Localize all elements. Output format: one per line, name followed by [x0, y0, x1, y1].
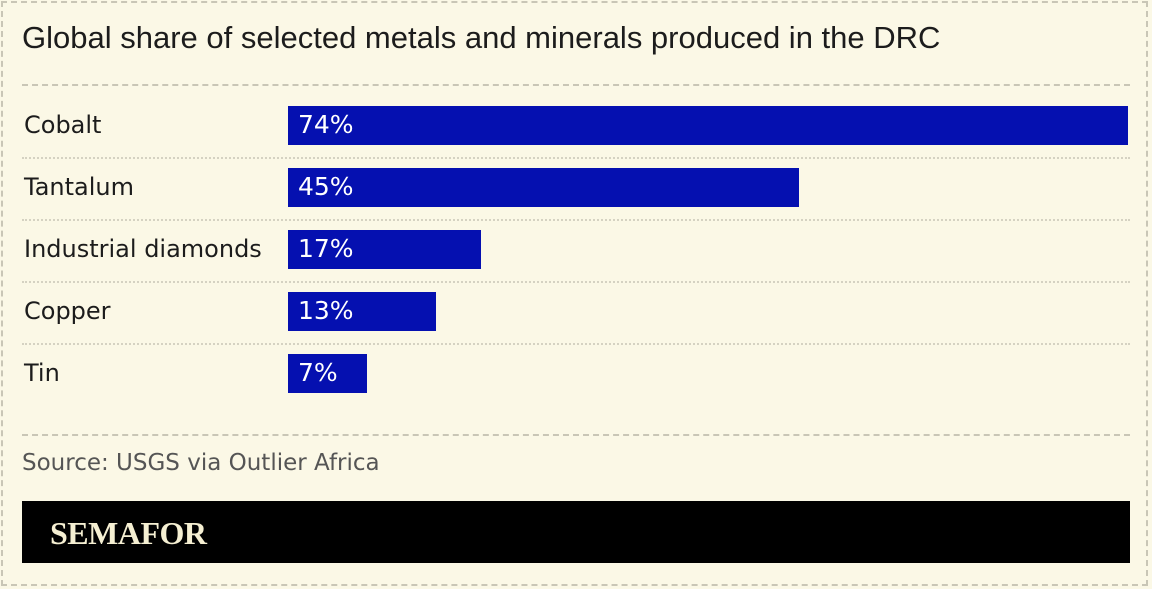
row-separator — [22, 157, 1130, 159]
divider-bottom — [22, 434, 1130, 436]
source-note: Source: USGS via Outlier Africa — [22, 450, 380, 476]
chart-title: Global share of selected metals and mine… — [22, 20, 941, 55]
category-label: Cobalt — [24, 111, 102, 139]
bar-tantalum: 45% — [288, 168, 799, 207]
category-label: Tin — [24, 359, 60, 387]
row-separator — [22, 281, 1130, 283]
bar-tin: 7% — [288, 354, 368, 393]
bar-copper: 13% — [288, 292, 436, 331]
value-label: 74% — [298, 110, 354, 139]
divider-top — [22, 84, 1130, 86]
category-label: Copper — [24, 297, 111, 325]
category-label: Tantalum — [24, 173, 134, 201]
category-label: Industrial diamonds — [24, 235, 262, 263]
value-label: 45% — [298, 172, 354, 201]
value-label: 7% — [298, 358, 338, 387]
value-label: 17% — [298, 234, 354, 263]
bar-industrial-diamonds: 17% — [288, 230, 481, 269]
semafor-logo: SEMAFOR — [50, 515, 207, 551]
bar-cobalt: 74% — [288, 106, 1128, 145]
row-separator — [22, 219, 1130, 221]
brand-footer: SEMAFOR — [22, 501, 1130, 563]
value-label: 13% — [298, 296, 354, 325]
row-separator — [22, 343, 1130, 345]
